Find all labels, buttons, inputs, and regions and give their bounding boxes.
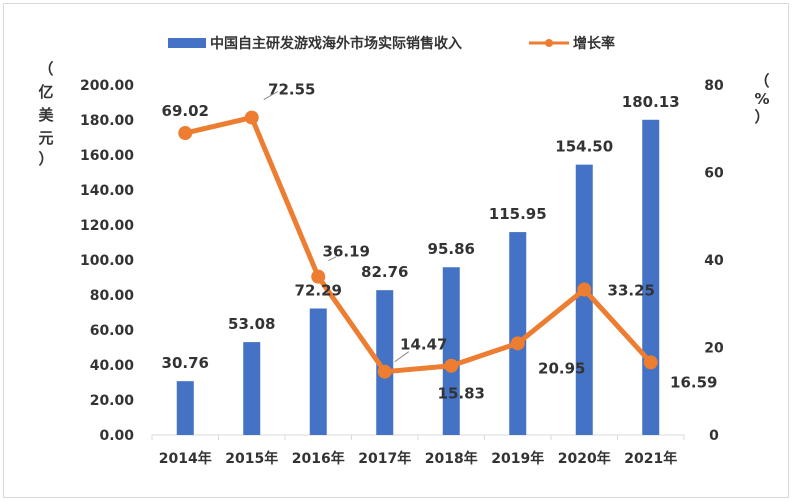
line-point <box>643 355 658 370</box>
left-axis: 0.00 20.00 40.00 60.00 80.00 100.00 120.00 140.… <box>80 78 134 444</box>
left-axis-tick-label: 100.00 <box>80 253 134 269</box>
bar <box>575 164 593 435</box>
x-axis-tick-label: 2017年 <box>358 450 411 467</box>
right-axis-tick-label: 80 <box>704 78 724 94</box>
right-axis-tick-label: 0 <box>709 428 719 444</box>
line-point <box>577 282 592 297</box>
line-point <box>377 364 392 379</box>
right-unit-char: （ <box>754 72 769 90</box>
x-axis-tick-label: 2019年 <box>491 450 544 467</box>
x-axis-tick-label: 2014年 <box>159 450 212 467</box>
line-value-label: 15.83 <box>438 385 485 403</box>
left-unit-char: （ <box>38 60 53 78</box>
left-unit-char: 美 <box>38 106 54 124</box>
x-axis-tick-label: 2020年 <box>558 450 611 467</box>
line-series <box>178 110 658 379</box>
line-value-label: 14.47 <box>400 336 447 354</box>
left-unit-char: ） <box>38 150 53 168</box>
bar-value-label: 95.86 <box>428 240 475 258</box>
legend: 中国自主研发游戏海外市场实际销售收入 增长率 <box>168 35 615 52</box>
bar <box>509 232 527 435</box>
legend-bar-swatch <box>168 38 206 48</box>
growth-rate-line <box>182 115 654 375</box>
bar <box>309 308 327 435</box>
line-value-label: 69.02 <box>162 102 209 120</box>
x-axis-tick-label: 2021年 <box>624 450 677 467</box>
left-axis-tick-label: 0.00 <box>99 428 134 444</box>
bar-value-label: 53.08 <box>228 315 275 333</box>
legend-line-marker <box>545 39 553 47</box>
bar-value-label: 115.95 <box>489 205 547 223</box>
right-unit-char: ） <box>754 108 769 126</box>
bar <box>376 290 394 435</box>
left-axis-unit: （ 亿 美 元 ） <box>38 60 54 168</box>
line-value-label: 72.55 <box>268 81 315 99</box>
bar-value-label: 30.76 <box>162 354 209 372</box>
bar <box>442 267 460 435</box>
bar <box>176 381 194 435</box>
left-axis-tick-label: 60.00 <box>90 323 135 339</box>
line-value-label: 33.25 <box>608 282 655 300</box>
left-axis-tick-label: 20.00 <box>90 393 135 409</box>
line-point <box>311 269 326 284</box>
x-axis: 2014年 2015年 2016年 2017年 2018年 2019年 2020年 2021年 <box>151 435 685 467</box>
left-axis-tick-label: 120.00 <box>80 218 134 234</box>
left-axis-tick-label: 40.00 <box>90 358 135 374</box>
left-axis-tick-label: 180.00 <box>80 113 134 129</box>
line-point <box>444 358 459 373</box>
line-value-label: 36.19 <box>323 243 370 261</box>
line-value-label: 20.95 <box>538 359 585 377</box>
left-axis-tick-label: 200.00 <box>80 78 134 94</box>
legend-line-label: 增长率 <box>573 35 615 52</box>
left-unit-char: 亿 <box>38 83 53 101</box>
x-axis-tick-label: 2018年 <box>425 450 478 467</box>
right-axis-unit: （ % ） <box>754 72 769 126</box>
left-unit-char: 元 <box>38 129 53 147</box>
combo-chart: 中国自主研发游戏海外市场实际销售收入 增长率 （ 亿 美 元 ） （ % ） 0… <box>38 35 769 467</box>
x-axis-tick-label: 2015年 <box>225 450 278 467</box>
right-axis-tick-label: 60 <box>704 166 724 182</box>
legend-bar-label: 中国自主研发游戏海外市场实际销售收入 <box>210 35 462 52</box>
chart-frame: 中国自主研发游戏海外市场实际销售收入 增长率 （ 亿 美 元 ） （ % ） 0… <box>3 3 789 498</box>
right-axis: 0 20 40 60 80 <box>704 78 724 444</box>
label-leader-line <box>328 256 337 262</box>
bar-value-label: 82.76 <box>361 263 408 281</box>
line-value-label: 16.59 <box>670 373 717 391</box>
right-axis-tick-label: 40 <box>704 253 724 269</box>
line-point <box>244 110 259 125</box>
label-leader-line <box>394 351 410 363</box>
bar-value-label: 180.13 <box>622 93 680 111</box>
data-labels: 30.76 53.08 72.29 82.76 95.86 115.95 154.50 180… <box>162 81 718 403</box>
bar-value-label: 72.29 <box>295 281 342 299</box>
line-point <box>178 126 193 141</box>
right-axis-tick-label: 20 <box>704 341 724 357</box>
bar-series <box>176 119 660 436</box>
bar-value-label: 154.50 <box>555 138 613 156</box>
line-point <box>510 336 525 351</box>
label-leader-line <box>263 91 278 101</box>
right-unit-char: % <box>754 90 769 108</box>
x-axis-tick-label: 2016年 <box>292 450 345 467</box>
bar <box>243 342 261 435</box>
bar <box>642 119 660 436</box>
left-axis-tick-label: 80.00 <box>90 288 135 304</box>
left-axis-tick-label: 140.00 <box>80 183 134 199</box>
left-axis-tick-label: 160.00 <box>80 148 134 164</box>
